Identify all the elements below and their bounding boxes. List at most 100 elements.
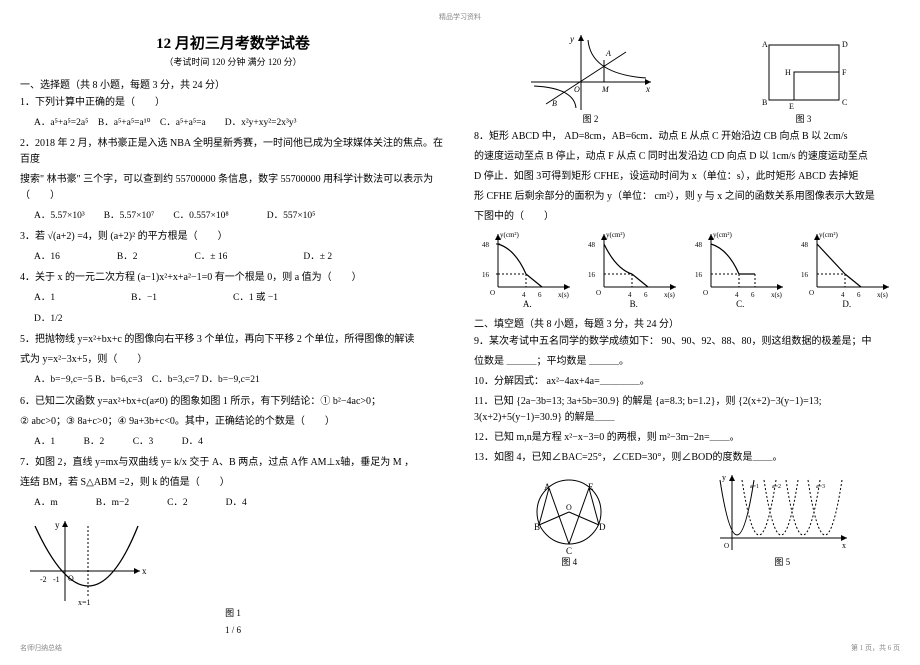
svg-text:6: 6 (857, 291, 861, 299)
svg-text:-1: -1 (53, 575, 60, 584)
svg-text:A: A (762, 40, 768, 49)
svg-text:C: C (842, 98, 847, 107)
q10: 10．分解因式： ax²−4ax+4a=＿＿＿＿。 (474, 374, 900, 390)
q7-line1: 7．如图 2，直线 y=mx与双曲线 y= k/x 交于 A、B 两点，过点 A… (20, 455, 446, 471)
fig2-wrap: x y O A M B 图 2 (526, 32, 656, 125)
q6-line2: ② abc>0；③ 8a+c>0；④ 9a+3b+c<0。其中，正确结论的个数是… (20, 414, 446, 430)
fig5-label: 图 5 (712, 555, 852, 568)
fig1-parabola-icon: x y -2 -1 O x=1 (20, 516, 150, 606)
q9-l1: 9．某次考试中五名同学的数学成绩如下： 90、90、92、88、80，则这组数据… (474, 334, 900, 350)
q8-l4: 形 CFHE 后剩余部分的面积为 y（单位： cm²），则 y 与 x 之间的函… (474, 189, 900, 205)
chart-c: y(cm²)x(s) 4816 46 O C. (693, 229, 788, 309)
page-columns: 12 月初三月考数学试卷 （考试时间 120 分钟 满分 120 分） 一、选择… (20, 28, 900, 635)
footer-left: 名师归纳总结 (20, 643, 62, 653)
footer: 名师归纳总结 第 1 页，共 6 页 (20, 643, 900, 653)
footer-right: 第 1 页，共 6 页 (851, 643, 900, 653)
chart-a-label: A. (480, 299, 575, 309)
svg-text:y(cm²): y(cm²) (713, 231, 732, 239)
svg-text:B: B (762, 98, 767, 107)
q11: 11．已知 {2a−3b=13; 3a+5b=30.9} 的解是 {a=8.3;… (474, 394, 900, 426)
q4: 4．关于 x 的一元二次方程 (a−1)x²+x+a²−1=0 有一个根是 0，… (20, 270, 446, 286)
header-tag: 精品学习资料 (20, 12, 900, 22)
exam-subtitle: （考试时间 120 分钟 满分 120 分） (20, 55, 446, 68)
right-column: x y O A M B 图 2 (474, 28, 900, 635)
fig3-label: 图 3 (759, 112, 849, 125)
svg-text:A: A (605, 49, 611, 58)
svg-text:6: 6 (538, 291, 542, 299)
svg-text:16: 16 (695, 271, 703, 279)
fig3-rect-icon: A D B C H F E (759, 37, 849, 112)
chart-d-label: D. (799, 299, 894, 309)
chart-c-icon: y(cm²)x(s) 4816 46 O (693, 229, 788, 299)
svg-text:E: E (789, 102, 794, 111)
q8-charts: y(cm²)x(s) 48 16 46 O A. y(cm²) x(s) (474, 229, 900, 309)
q5-line2: 式为 y=x²−3x+5，则（ ） (20, 352, 446, 368)
q2-line1: 2．2018 年 2 月，林书豪正是入选 NBA 全明星新秀赛，一时间他已成为全… (20, 136, 446, 168)
svg-text:B: B (552, 99, 557, 108)
svg-text:y: y (722, 473, 726, 482)
page-number: 1 / 6 (20, 625, 446, 635)
svg-text:a=1: a=1 (750, 484, 759, 490)
chart-c-label: C. (693, 299, 788, 309)
svg-text:D: D (599, 522, 606, 532)
svg-text:O: O (490, 289, 495, 297)
q4-opts: A．1 B．−1 C．1 或 −1 (34, 290, 446, 307)
fig4-fig5-row: O A E B D C 图 4 (474, 470, 900, 568)
svg-text:a=3: a=3 (816, 484, 825, 490)
svg-text:D: D (842, 40, 848, 49)
q7-opts: A．m B．m−2 C．2 D．4 (34, 495, 446, 512)
fig2-fig3-row: x y O A M B 图 2 (474, 32, 900, 125)
svg-text:x(s): x(s) (771, 291, 783, 299)
chart-d: y(cm²)x(s) 4816 46 O D. (799, 229, 894, 309)
svg-text:48: 48 (695, 241, 703, 249)
svg-text:4: 4 (841, 291, 845, 299)
svg-text:x: x (645, 84, 650, 94)
q3: 3．若 √(a+2) =4，则 (a+2)² 的平方根是（ ） (20, 229, 446, 245)
svg-text:O: O (724, 542, 729, 550)
svg-text:O: O (574, 85, 580, 94)
chart-b-label: B. (586, 299, 681, 309)
section-2: 二、填空题（共 8 小题，每题 3 分，共 24 分） (474, 315, 900, 330)
svg-text:4: 4 (628, 291, 632, 299)
svg-text:48: 48 (801, 241, 809, 249)
svg-text:H: H (785, 68, 791, 77)
fig5-wrap: y x O a=1 a=2 a=3 图 5 (712, 470, 852, 568)
svg-text:y(cm²): y(cm²) (819, 231, 838, 239)
svg-text:x: x (142, 566, 147, 576)
q12: 12．已知 m,n是方程 x²−x−3=0 的两根，则 m²−3m−2n=＿＿。 (474, 430, 900, 446)
svg-text:16: 16 (801, 271, 809, 279)
chart-a-icon: y(cm²)x(s) 48 16 46 O (480, 229, 575, 299)
svg-text:O: O (68, 574, 74, 583)
svg-text:x: x (842, 541, 846, 550)
svg-text:E: E (588, 482, 594, 492)
q5-opts: A．b=−9,c=−5 B．b=6,c=3 C．b=3,c=7 D．b=−9,c… (34, 372, 446, 389)
q13: 13．如图 4，已知∠BAC=25°，∠CED=30°，则∠BOD的度数是＿＿。 (474, 450, 900, 466)
q4-opt-d: D．1/2 (34, 311, 446, 328)
svg-text:48: 48 (588, 241, 596, 249)
fig4-wrap: O A E B D C 图 4 (522, 470, 617, 568)
q8-l3: D 停止．如图 3可得到矩形 CFHE，设运动时间为 x（单位：s），此时矩形 … (474, 169, 900, 185)
q9-l2: 位数是 ＿＿＿；平均数是 ＿＿＿。 (474, 354, 900, 370)
svg-text:x=1: x=1 (78, 598, 91, 606)
chart-b-icon: y(cm²)x(s) 4816 46 O (586, 229, 681, 299)
svg-text:y: y (55, 520, 60, 530)
svg-text:y: y (569, 34, 574, 44)
fig1-wrap: x y -2 -1 O x=1 图 1 (20, 516, 446, 619)
exam-title: 12 月初三月考数学试卷 (20, 32, 446, 53)
chart-a: y(cm²)x(s) 48 16 46 O A. (480, 229, 575, 309)
svg-text:O: O (596, 289, 601, 297)
fig4-circle-icon: O A E B D C (522, 470, 617, 555)
svg-text:16: 16 (482, 271, 490, 279)
svg-text:O: O (809, 289, 814, 297)
q1-opts: A．a⁵+a⁵=2a⁵ B．a⁵+a⁵=a¹⁰ C．a⁵+a⁵=a D．x²y+… (34, 115, 446, 132)
svg-text:4: 4 (735, 291, 739, 299)
left-column: 12 月初三月考数学试卷 （考试时间 120 分钟 满分 120 分） 一、选择… (20, 28, 446, 635)
svg-text:F: F (842, 68, 847, 77)
svg-text:M: M (601, 85, 610, 94)
svg-text:O: O (566, 503, 572, 512)
fig4-label: 图 4 (522, 555, 617, 568)
svg-text:48: 48 (482, 241, 490, 249)
section-1: 一、选择题（共 8 小题，每题 3 分，共 24 分） (20, 76, 446, 91)
svg-text:-2: -2 (40, 575, 47, 584)
svg-text:a=2: a=2 (772, 484, 781, 490)
